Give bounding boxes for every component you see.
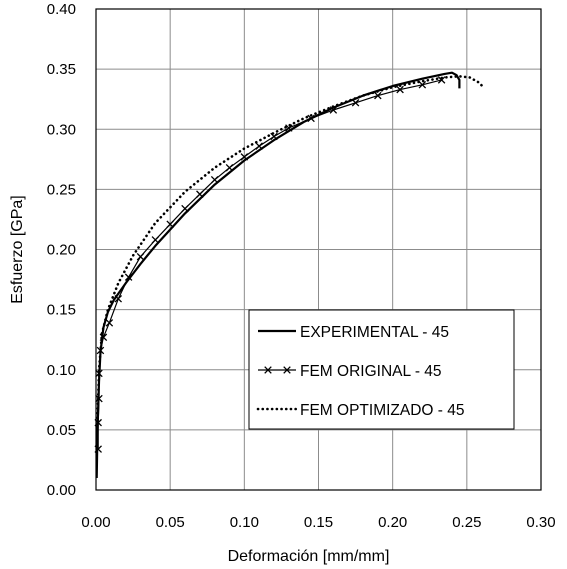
x-marker: [283, 366, 291, 374]
x-tick-label: 0.05: [156, 514, 185, 531]
y-tick-label: 0.25: [47, 181, 76, 198]
series-line: [96, 75, 486, 420]
y-tick-label: 0.10: [47, 362, 76, 379]
x-marker: [225, 163, 234, 172]
legend-x-markers: [264, 366, 291, 374]
x-marker: [329, 106, 338, 114]
y-tick-label: 0.20: [47, 242, 76, 259]
y-tick-label: 0.35: [47, 61, 76, 78]
x-marker: [114, 295, 123, 303]
y-tick-label: 0.30: [47, 121, 76, 138]
x-tick-label: 0.10: [230, 514, 259, 531]
legend-entry-fem-original: FEM ORIGINAL - 45: [258, 363, 442, 380]
x-axis-title: Deformación [mm/mm]: [228, 548, 390, 565]
x-marker: [396, 85, 404, 94]
x-marker: [96, 346, 105, 355]
series-2: [96, 75, 486, 420]
x-marker: [264, 366, 272, 374]
x-marker: [270, 132, 278, 141]
x-marker: [136, 252, 145, 261]
series-1: [94, 76, 446, 453]
x-marker: [99, 333, 108, 342]
legend-label-experimental: EXPERIMENTAL - 45: [300, 324, 449, 341]
x-marker: [351, 99, 360, 107]
x-marker: [166, 220, 174, 229]
y-tick-label: 0.40: [47, 1, 76, 18]
x-marker: [437, 76, 446, 84]
series-0: [95, 71, 461, 479]
x-marker: [285, 124, 293, 132]
x-marker: [181, 204, 189, 213]
x-axis-ticks: 0.00 0.05 0.10 0.15 0.20 0.25 0.30: [81, 514, 555, 531]
x-tick-label: 0.20: [378, 514, 407, 531]
x-marker: [95, 369, 103, 378]
plot-area-frame: [95, 8, 542, 491]
x-marker: [105, 319, 114, 327]
legend-entry-fem-optimizado: FEM OPTIMIZADO - 45: [256, 402, 464, 419]
x-marker: [196, 190, 204, 198]
series-layer: [94, 71, 486, 479]
y-axis-ticks: 0.00 0.05 0.10 0.15 0.20 0.25 0.30 0.35 0.40: [47, 1, 76, 499]
x-tick-label: 0.30: [526, 514, 555, 531]
x-marker: [374, 91, 382, 100]
x-marker: [240, 153, 249, 161]
x-marker: [124, 273, 133, 281]
legend-label-fem-original: FEM ORIGINAL - 45: [300, 363, 442, 380]
x-marker: [418, 80, 427, 89]
x-tick-label: 0.15: [304, 514, 333, 531]
x-tick-label: 0.25: [452, 514, 481, 531]
x-tick-label: 0.00: [81, 514, 110, 531]
y-tick-label: 0.15: [47, 302, 76, 319]
x-marker: [210, 175, 219, 184]
x-marker: [307, 114, 315, 123]
legend: EXPERIMENTAL - 45 FEM ORIGINAL - 45 FEM …: [248, 309, 515, 430]
series-line: [95, 71, 461, 479]
legend-entry-experimental: EXPERIMENTAL - 45: [258, 324, 449, 341]
x-marker: [255, 142, 263, 150]
x-marker: [151, 236, 160, 244]
y-tick-label: 0.05: [47, 422, 76, 439]
y-tick-label: 0.00: [47, 482, 76, 499]
y-axis-title: Esfuerzo [GPa]: [9, 195, 26, 304]
legend-label-fem-optimizado: FEM OPTIMIZADO - 45: [300, 402, 464, 419]
